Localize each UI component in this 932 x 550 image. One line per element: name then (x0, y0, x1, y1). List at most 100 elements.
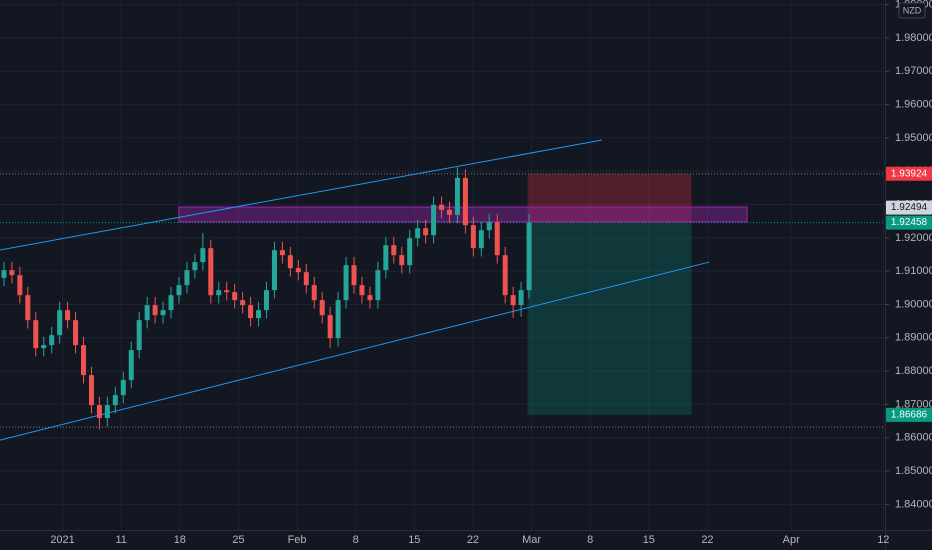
candle-body (494, 222, 500, 256)
position-stop (527, 173, 692, 223)
candle-body (335, 300, 341, 339)
trend-line (0, 261, 710, 441)
y-tick-label: 1.90000 (895, 298, 932, 310)
price-label-box (886, 200, 932, 215)
candle-body (25, 295, 31, 321)
candle-body (327, 315, 333, 339)
x-tick-label: 22 (467, 534, 479, 546)
candle-body (510, 295, 516, 306)
candle-body (49, 335, 55, 346)
x-tick-label: 11 (115, 534, 126, 546)
price-axis (885, 0, 932, 550)
candle-body (502, 255, 508, 296)
candle-body (192, 262, 198, 271)
candles (1, 167, 532, 430)
candle-body (343, 265, 349, 301)
candle-body (168, 295, 174, 311)
candle-body (73, 320, 79, 346)
price-label-box (886, 166, 932, 181)
candle-body (351, 265, 357, 286)
x-tick-label: Apr (783, 534, 800, 546)
price-label-box (886, 407, 932, 422)
candle-body (478, 230, 484, 249)
candle-body (224, 290, 230, 293)
y-tick-label: 1.88000 (895, 365, 932, 377)
x-tick-label: 2021 (50, 534, 74, 546)
price-label: 1.93924 (891, 168, 928, 179)
y-tick-label: 1.91000 (895, 265, 932, 277)
x-tick-label: Mar (522, 534, 541, 546)
candle-body (359, 285, 365, 296)
candle-body (279, 250, 285, 256)
candle-body (248, 305, 254, 319)
y-tick-label: 1.92000 (895, 232, 932, 244)
candle-body (367, 295, 373, 301)
candle-body (9, 270, 15, 276)
candle-body (518, 290, 524, 306)
candle-body (439, 204, 445, 210)
y-tick-label: 1.95000 (895, 132, 932, 144)
candle-body (88, 375, 94, 406)
candle-body (160, 310, 166, 316)
candle-body (375, 270, 381, 301)
candle-body (319, 300, 325, 316)
price-label: 1.92494 (891, 202, 928, 213)
x-tick-label: 18 (174, 534, 186, 546)
x-tick-label: 22 (701, 534, 713, 546)
candle-body (136, 320, 142, 351)
candle-body (311, 285, 317, 301)
y-tick-label: 1.84000 (895, 498, 932, 510)
candle-body (17, 275, 23, 296)
candle-body (486, 222, 492, 231)
x-tick-label: 12 (877, 534, 889, 546)
candle-body (216, 290, 222, 296)
y-tick-label: 1.89000 (895, 332, 932, 344)
position-target (527, 222, 692, 415)
candle-body (65, 310, 71, 321)
candle-body (271, 250, 277, 291)
price-label-box (886, 215, 932, 230)
candle-body (295, 268, 301, 273)
y-tick-label: 1.97000 (895, 65, 932, 77)
y-tick-label: 1.86000 (895, 432, 932, 444)
candle-body (256, 310, 262, 319)
candle-body (303, 272, 309, 286)
candle-body (407, 238, 413, 266)
y-tick-label: 1.98000 (895, 32, 932, 44)
candle-body (33, 320, 39, 349)
trend-line (0, 139, 603, 251)
candle-body (462, 177, 468, 226)
candle-body (391, 245, 397, 256)
y-tick-label: 1.87000 (895, 398, 932, 410)
candle-body (152, 305, 158, 316)
price-label: 1.92458 (891, 217, 928, 228)
candle-body (41, 345, 47, 349)
candle-body (446, 209, 452, 215)
x-tick-label: Feb (288, 534, 307, 546)
price-label: 1.86686 (891, 410, 928, 421)
candle-body (112, 395, 118, 406)
candle-body (383, 245, 389, 271)
candle-body (96, 405, 102, 419)
currency-box (898, 2, 926, 19)
candle-body (200, 248, 206, 263)
candle-body (104, 405, 110, 419)
candle-body (423, 228, 429, 236)
candle-body (470, 225, 476, 249)
currency: NZD (903, 5, 922, 15)
x-tick-label: 8 (587, 534, 593, 546)
candle-body (399, 255, 405, 266)
y-tick-label: 1.85000 (895, 465, 932, 477)
candle-body (120, 380, 126, 396)
y-tick-label: 1.96000 (895, 99, 932, 111)
candle-body (240, 300, 246, 306)
candle-body (1, 270, 7, 278)
candle-body (526, 222, 532, 291)
grid (0, 0, 885, 530)
x-tick-label: 25 (232, 534, 244, 546)
candle-body (144, 305, 150, 321)
candle-body (184, 270, 190, 286)
candle-body (232, 292, 238, 301)
candle-body (57, 310, 63, 336)
